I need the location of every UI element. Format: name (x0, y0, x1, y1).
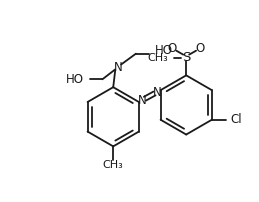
Text: HO: HO (66, 73, 84, 86)
Text: Cl: Cl (231, 113, 242, 126)
Text: O: O (195, 42, 205, 55)
Text: S: S (182, 51, 190, 64)
Text: N: N (153, 85, 162, 99)
Text: O: O (168, 42, 177, 55)
Text: N: N (138, 94, 147, 107)
Text: N: N (114, 61, 123, 74)
Text: CH₃: CH₃ (103, 160, 124, 170)
Text: CH₃: CH₃ (148, 53, 168, 63)
Text: HO: HO (155, 44, 172, 57)
